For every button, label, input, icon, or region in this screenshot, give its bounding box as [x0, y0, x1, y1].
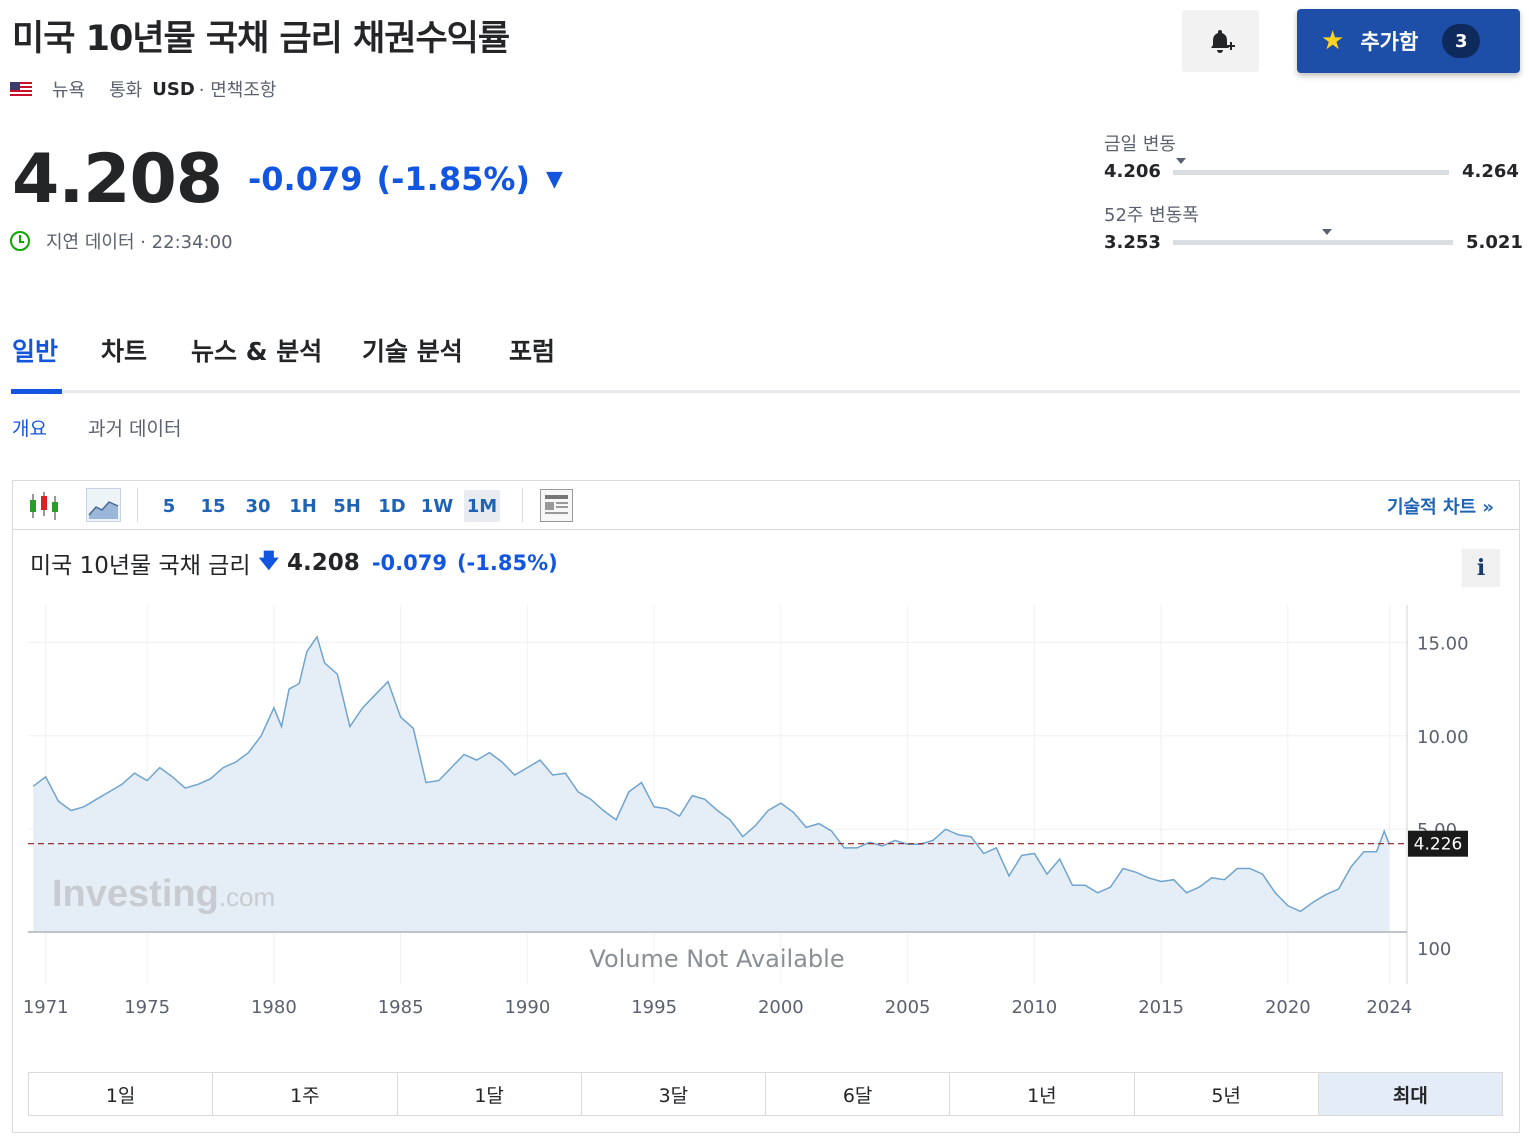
y-tick-label: 10.00	[1417, 727, 1469, 748]
disclaimer-link[interactable]: · 면책조항	[198, 80, 277, 101]
x-tick-label: 1990	[504, 997, 550, 1018]
currency-label: 통화	[109, 80, 143, 101]
tab-chart[interactable]: 차트	[101, 337, 148, 366]
x-tick-label: 2000	[758, 997, 804, 1018]
chart-change-percent: (-1.85%)	[456, 551, 558, 575]
tab-general[interactable]: 일반	[12, 337, 59, 366]
area-chart-icon[interactable]	[86, 488, 121, 522]
x-tick-label: 2005	[885, 997, 931, 1018]
x-tick-label: 2010	[1011, 997, 1057, 1018]
add-to-watchlist-button[interactable]: ★ 추가함 3	[1297, 9, 1520, 73]
period-6m[interactable]: 6달	[766, 1073, 951, 1115]
chart-panel	[12, 480, 1520, 1133]
period-1y[interactable]: 1년	[950, 1073, 1135, 1115]
y-tick-label: 15.00	[1417, 633, 1469, 654]
week52-range-label: 52주 변동폭	[1104, 205, 1199, 226]
current-price-label: 4.226	[1414, 835, 1463, 855]
tab-news-analysis[interactable]: 뉴스 & 분석	[191, 337, 323, 366]
timeframe-5h[interactable]: 5H	[333, 495, 361, 517]
timeframe-1d[interactable]: 1D	[378, 495, 406, 517]
arrow-down-icon: 🡇	[258, 548, 280, 572]
info-button[interactable]: i	[1462, 549, 1500, 587]
week52-range-high: 5.021	[1466, 232, 1523, 253]
candlestick-chart-icon[interactable]	[28, 490, 60, 522]
volume-tick-label: 100	[1417, 939, 1451, 960]
period-1m[interactable]: 1달	[398, 1073, 582, 1115]
yield-line	[32, 635, 1390, 913]
toolbar-divider	[12, 529, 1520, 530]
subtab-overview[interactable]: 개요	[12, 418, 47, 440]
chart-instrument-name: 미국 10년물 국채 금리	[30, 553, 251, 579]
watchlist-count-badge: 3	[1442, 24, 1481, 58]
technical-chart-link[interactable]: 기술적 차트 »	[1387, 497, 1494, 518]
x-tick-label: 2024	[1366, 997, 1412, 1018]
chart-price: 4.208	[287, 550, 360, 576]
page-title: 미국 10년물 국채 금리 채권수익률	[12, 19, 510, 59]
day-range-label: 금일 변동	[1104, 134, 1176, 155]
day-range-track	[1173, 170, 1449, 175]
timeframe-1w[interactable]: 1W	[420, 495, 454, 517]
x-tick-label: 1980	[251, 997, 297, 1018]
tab-technical[interactable]: 기술 분석	[362, 337, 463, 366]
chart-header: 미국 10년물 국채 금리 🡇 4.208 -0.079 (-1.85%)	[30, 546, 558, 580]
timeframe-1m[interactable]: 1M	[464, 490, 500, 522]
change-value: -0.079	[248, 160, 363, 198]
timeframe-1h[interactable]: 1H	[289, 495, 317, 517]
delay-text: 지연 데이터 · 22:34:00	[46, 232, 233, 253]
day-range-low: 4.206	[1104, 161, 1161, 182]
tab-divider	[11, 390, 1520, 393]
timeframe-15[interactable]: 15	[200, 495, 226, 517]
x-tick-label: 2015	[1138, 997, 1184, 1018]
tab-forum[interactable]: 포럼	[509, 337, 556, 366]
x-tick-label: 1985	[378, 997, 424, 1018]
exchange-label: 뉴욕	[52, 80, 86, 101]
period-5y[interactable]: 5년	[1135, 1073, 1319, 1115]
currency-value: USD	[152, 78, 195, 100]
clock-icon	[10, 231, 30, 251]
news-overlay-icon[interactable]	[540, 489, 573, 522]
us-flag-icon	[10, 81, 32, 97]
period-3m[interactable]: 3달	[582, 1073, 766, 1115]
day-range-high: 4.264	[1462, 161, 1519, 182]
last-price: 4.208	[12, 140, 223, 219]
price-change: -0.079 (-1.85%) ▼	[248, 160, 563, 198]
x-tick-label: 1971	[23, 997, 69, 1018]
timeframe-30[interactable]: 30	[245, 495, 271, 517]
x-tick-label: 1975	[124, 997, 170, 1018]
timeframe-5[interactable]: 5	[162, 495, 176, 517]
bell-plus-icon	[1210, 30, 1235, 53]
add-label: 추가함	[1360, 30, 1419, 54]
period-selector: 1일 1주 1달 3달 6달 1년 5년 최대	[28, 1072, 1503, 1116]
instrument-meta: 뉴욕 통화 USD · 면책조항	[10, 76, 276, 102]
subtab-historical[interactable]: 과거 데이터	[88, 418, 182, 440]
period-1d[interactable]: 1일	[29, 1073, 214, 1115]
star-icon: ★	[1321, 26, 1345, 56]
week52-range-track	[1173, 240, 1453, 245]
toolbar-separator	[522, 488, 523, 522]
x-tick-label: 2020	[1265, 997, 1311, 1018]
delay-info: 지연 데이터 · 22:34:00	[10, 228, 233, 254]
chart-change: -0.079	[371, 551, 447, 575]
change-percent: (-1.85%)	[376, 160, 531, 198]
week52-range-low: 3.253	[1104, 232, 1161, 253]
toolbar-separator	[137, 488, 138, 522]
caret-down-icon: ▼	[546, 166, 563, 192]
period-max[interactable]: 최대	[1318, 1073, 1502, 1115]
investing-watermark: Investing.com	[52, 873, 275, 915]
yield-area	[33, 636, 1390, 932]
add-alert-button[interactable]	[1182, 10, 1259, 72]
current-price-badge	[1408, 830, 1468, 857]
x-tick-label: 1995	[631, 997, 677, 1018]
active-tab-indicator	[11, 389, 62, 394]
volume-not-available: Volume Not Available	[589, 945, 844, 973]
period-1w[interactable]: 1주	[213, 1073, 398, 1115]
